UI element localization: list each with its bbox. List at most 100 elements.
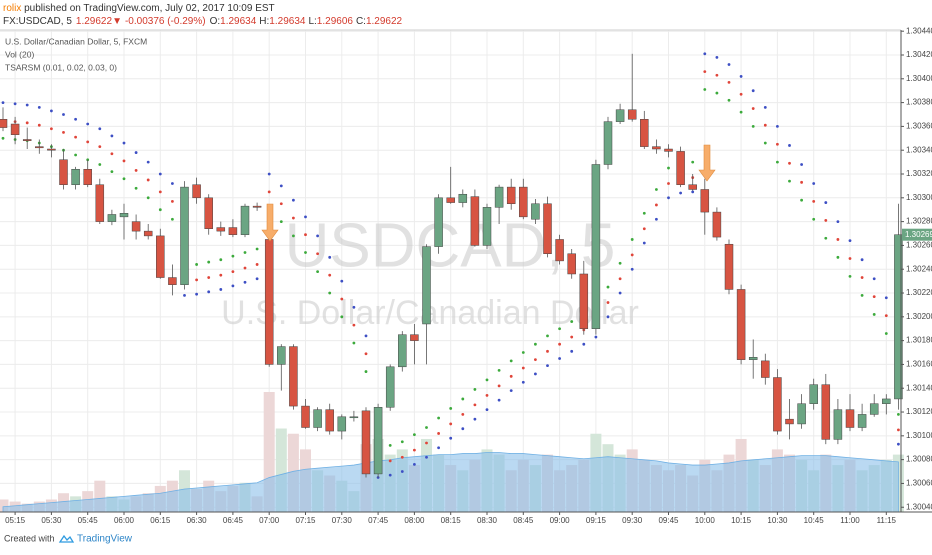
watermark-symbol: USDCAD, 5 <box>285 211 616 280</box>
sar-dot <box>497 368 501 372</box>
high-value: 1.29634 <box>269 16 306 27</box>
sar-dot <box>340 279 344 283</box>
sar-dot <box>860 293 864 297</box>
sar-dot <box>497 398 501 402</box>
volume-bar <box>94 480 106 512</box>
y-tick-label: 1.30380 <box>906 98 932 107</box>
candle-body <box>724 243 734 290</box>
candle-body <box>277 346 286 365</box>
candle-body <box>603 121 613 165</box>
footer-created: Created with <box>4 533 55 543</box>
candle-body <box>821 384 831 440</box>
x-tick-label: 09:00 <box>550 516 571 525</box>
sar-dot <box>521 380 525 384</box>
sar-dot <box>110 134 114 138</box>
last-price-tag <box>902 228 932 241</box>
sar-dot <box>62 130 65 134</box>
candle-body <box>410 334 419 341</box>
sar-dot <box>122 159 126 163</box>
candle-body <box>869 403 879 415</box>
sar-dot <box>473 417 477 421</box>
x-tick-label: 07:00 <box>259 516 280 525</box>
footer-brand[interactable]: TradingView <box>77 534 133 545</box>
x-tick-label: 11:15 <box>877 516 897 525</box>
sar-dot <box>872 313 876 316</box>
sar-dot <box>110 152 114 156</box>
sar-dot <box>739 92 743 96</box>
x-tick-label: 07:15 <box>295 516 316 525</box>
y-tick-label: 1.30140 <box>906 383 932 392</box>
sar-dot <box>207 290 211 294</box>
candle-body <box>216 227 226 232</box>
sar-dot <box>860 276 864 279</box>
last-price: 1.29622 <box>76 16 113 27</box>
candle-body <box>688 184 697 190</box>
legend-volume: Vol (20) <box>5 49 34 59</box>
candle-body <box>301 405 310 428</box>
sar-dot <box>667 182 670 185</box>
x-tick-label: 10:30 <box>767 516 788 525</box>
sar-dot <box>485 408 489 412</box>
sar-dot <box>267 190 271 194</box>
sar-dot <box>219 273 223 277</box>
candle-body <box>712 211 722 238</box>
author[interactable]: rolix <box>3 3 21 14</box>
candle-body <box>289 346 298 407</box>
sar-dot <box>642 241 646 245</box>
y-tick-label: 1.30260 <box>906 241 932 250</box>
sar-dot <box>74 153 77 157</box>
symbol-line: FX:USDCAD, 5 1.29622▼ -0.00376 (-0.29%) O:1… <box>3 16 403 27</box>
sar-dot <box>364 334 368 338</box>
sar-dot <box>340 297 344 301</box>
sar-dot <box>304 233 307 237</box>
sar-dot <box>546 349 549 353</box>
y-tick-label: 1.30320 <box>906 169 932 178</box>
y-tick-label: 1.30340 <box>906 145 932 154</box>
candle-body <box>882 398 891 404</box>
sar-dot <box>703 70 707 74</box>
sar-dot <box>328 255 332 259</box>
sar-dot <box>207 260 211 264</box>
sar-dot <box>812 217 816 221</box>
tradingview-logo[interactable] <box>58 534 75 543</box>
sar-dot <box>655 217 658 221</box>
x-tick-label: 11:00 <box>840 516 860 525</box>
price-axis: 1.30040 1.30060 1.30080 1.30100 1.30120 1.301… <box>901 26 932 511</box>
sar-dot <box>231 270 235 273</box>
sar-dot <box>679 191 682 195</box>
y-tick-label: 1.30440 <box>906 26 932 35</box>
candle-body <box>22 139 32 141</box>
candle-body <box>627 109 637 120</box>
sar-dot <box>62 113 65 116</box>
candle-body <box>785 418 794 425</box>
candle-body <box>700 189 710 213</box>
candle-body <box>349 416 359 419</box>
sar-dot <box>316 234 319 238</box>
sar-dot <box>25 103 29 107</box>
sar-dot <box>86 140 90 144</box>
sar-dot <box>98 127 102 131</box>
x-tick-label: 10:45 <box>804 516 825 525</box>
candle-body <box>204 197 213 230</box>
y-tick-label: 1.30400 <box>906 74 932 83</box>
candle-body <box>71 168 80 185</box>
change: -0.00376 (-0.29%) <box>125 16 206 27</box>
sar-dot <box>279 184 283 188</box>
sar-dot <box>884 314 888 318</box>
candle-body <box>761 360 770 378</box>
y-tick-label: 1.30280 <box>906 217 932 226</box>
close-label: C: <box>356 16 366 27</box>
sar-dot <box>328 273 332 277</box>
open-label: O: <box>210 16 221 27</box>
sar-dot <box>788 179 791 183</box>
sar-dot <box>425 441 428 445</box>
candle-body <box>10 123 20 135</box>
sar-dot <box>183 293 186 297</box>
x-tick-label: 10:00 <box>695 516 716 525</box>
sar-dot <box>413 448 416 452</box>
x-tick-label: 07:30 <box>332 516 353 525</box>
volume-bar <box>275 428 287 512</box>
sar-dot <box>279 220 283 224</box>
sar-dot <box>824 219 828 222</box>
